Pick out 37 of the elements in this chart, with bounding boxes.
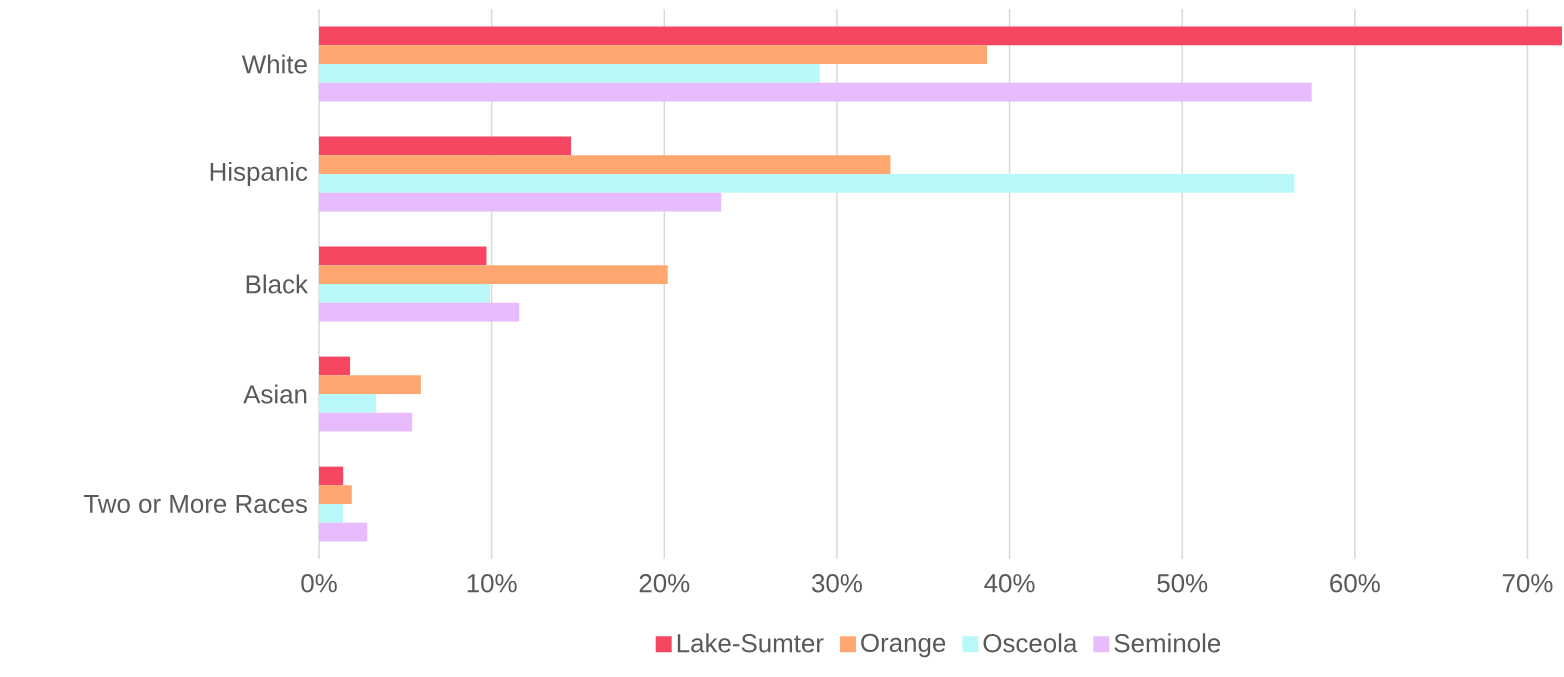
x-tick-label: 50%	[1157, 574, 1208, 593]
legend-label: Osceola	[983, 633, 1078, 653]
legend-label: Lake-Sumter	[677, 633, 824, 653]
x-tick-label: 60%	[1330, 574, 1380, 593]
legend-label: Seminole	[1114, 633, 1221, 653]
bar	[319, 192, 722, 212]
x-tick-label: 0%	[301, 574, 337, 593]
bar	[319, 504, 344, 523]
bar	[319, 394, 376, 413]
bar	[319, 302, 520, 322]
bar	[319, 485, 352, 505]
bar	[319, 246, 487, 266]
bar	[319, 522, 368, 542]
y-tick-label: Asian	[243, 384, 307, 404]
x-tick-label: 20%	[639, 574, 690, 593]
y-tick-label: Two or More Races	[83, 494, 307, 514]
x-tick-label: 30%	[812, 574, 862, 593]
bar	[319, 412, 413, 432]
bar	[319, 155, 891, 175]
bar	[319, 45, 988, 65]
y-tick-label: White	[241, 54, 307, 74]
legend-label: Orange	[861, 633, 946, 658]
x-tick-label: 70%	[1502, 574, 1553, 593]
bar	[319, 356, 351, 376]
bar	[319, 136, 572, 156]
bar	[319, 265, 668, 285]
bar	[319, 284, 490, 303]
bar	[319, 82, 1312, 102]
x-tick-label: 10%	[467, 574, 517, 593]
y-tick-label: Black	[246, 274, 308, 294]
y-tick-label: Hispanic	[210, 161, 308, 187]
bar	[319, 64, 820, 83]
bar	[319, 174, 1295, 193]
x-tick-label: 40%	[984, 574, 1035, 593]
bar	[319, 466, 344, 486]
bar	[319, 26, 1563, 46]
bar	[319, 375, 421, 395]
